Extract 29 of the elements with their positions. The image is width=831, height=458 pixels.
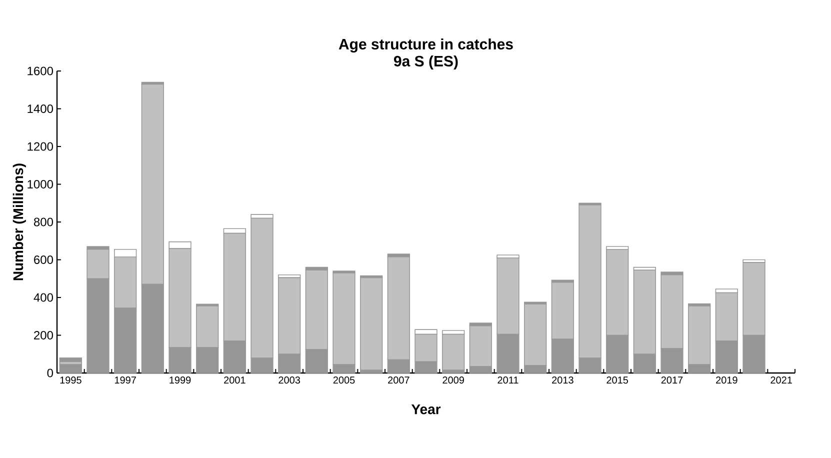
- x-tick-label: 2021: [770, 376, 792, 384]
- y-tick-label: 600: [34, 255, 54, 264]
- bar: [442, 334, 465, 371]
- x-tick-label: 2003: [278, 376, 300, 384]
- x-tick-label: 2015: [606, 376, 628, 384]
- x-tick-label: 2019: [716, 376, 738, 384]
- y-axis-title: Number (Millions): [12, 164, 26, 280]
- x-tick-label: 1995: [60, 376, 82, 384]
- x-tick-label: 2005: [333, 376, 355, 384]
- x-tick-label: 2009: [442, 376, 464, 384]
- x-tick-label: 2007: [388, 376, 410, 384]
- y-tick-label: 800: [34, 218, 54, 226]
- x-tick-label: 2013: [552, 376, 574, 384]
- y-tick-label: 400: [34, 293, 54, 302]
- x-tick-label: 2011: [498, 376, 518, 384]
- y-tick-label: 1200: [28, 142, 54, 151]
- y-tick-label: 1600: [28, 66, 54, 76]
- chart-title: Age structure in catches 9a S (ES): [338, 38, 513, 70]
- y-tick-label: 1400: [28, 104, 54, 113]
- x-tick-label: 2001: [224, 376, 246, 384]
- y-tick-label: 1000: [28, 180, 54, 188]
- x-tick-label: 1997: [114, 376, 136, 384]
- x-tick-label: 2017: [661, 376, 683, 384]
- x-axis-title: Year: [411, 404, 441, 414]
- y-tick-label: 0: [47, 368, 54, 378]
- x-tick-label: 1999: [170, 376, 191, 384]
- y-tick-label: 200: [34, 330, 54, 340]
- bar: [360, 277, 383, 371]
- bar: [59, 364, 82, 374]
